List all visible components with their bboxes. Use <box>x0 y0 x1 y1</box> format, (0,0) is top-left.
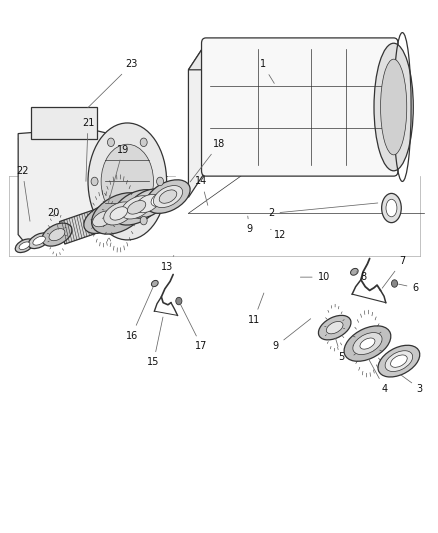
Text: 22: 22 <box>16 166 30 221</box>
Text: 23: 23 <box>88 60 138 108</box>
Ellipse shape <box>318 316 351 340</box>
Polygon shape <box>18 128 132 245</box>
Ellipse shape <box>326 321 343 334</box>
Ellipse shape <box>386 199 397 217</box>
Text: 14: 14 <box>195 176 208 205</box>
Ellipse shape <box>101 144 153 219</box>
Text: 15: 15 <box>147 317 163 367</box>
Text: 6: 6 <box>399 283 419 293</box>
Ellipse shape <box>49 229 65 241</box>
Ellipse shape <box>381 59 407 155</box>
Ellipse shape <box>381 193 401 223</box>
Text: 21: 21 <box>82 118 94 181</box>
Text: 5: 5 <box>336 338 344 362</box>
Ellipse shape <box>153 185 183 207</box>
Text: 3: 3 <box>400 375 423 394</box>
Ellipse shape <box>391 355 407 367</box>
FancyBboxPatch shape <box>201 38 398 176</box>
Circle shape <box>392 280 398 287</box>
Text: 9: 9 <box>273 319 311 351</box>
Ellipse shape <box>28 233 50 248</box>
Ellipse shape <box>350 269 358 275</box>
Text: 1: 1 <box>260 60 274 83</box>
Ellipse shape <box>88 123 166 240</box>
Ellipse shape <box>136 195 160 213</box>
Ellipse shape <box>385 351 413 372</box>
Ellipse shape <box>113 190 160 225</box>
Ellipse shape <box>92 193 146 234</box>
Ellipse shape <box>92 211 113 227</box>
Circle shape <box>140 216 147 225</box>
Ellipse shape <box>353 333 382 354</box>
Circle shape <box>156 177 163 185</box>
Ellipse shape <box>104 202 134 225</box>
Circle shape <box>140 138 147 147</box>
Ellipse shape <box>151 192 170 206</box>
Text: 10: 10 <box>300 272 330 282</box>
Text: 13: 13 <box>160 255 174 271</box>
Text: 17: 17 <box>180 303 208 351</box>
Text: 18: 18 <box>190 139 225 182</box>
Text: 7: 7 <box>382 256 406 288</box>
Ellipse shape <box>152 280 158 287</box>
Circle shape <box>107 138 114 147</box>
Text: 2: 2 <box>268 203 378 219</box>
Ellipse shape <box>146 180 190 213</box>
Polygon shape <box>31 107 97 139</box>
Ellipse shape <box>84 204 122 233</box>
Ellipse shape <box>360 338 375 349</box>
Ellipse shape <box>374 43 413 171</box>
Ellipse shape <box>159 190 177 203</box>
Ellipse shape <box>344 326 391 361</box>
Polygon shape <box>188 43 206 197</box>
Text: 20: 20 <box>47 208 59 229</box>
Ellipse shape <box>33 236 46 245</box>
Ellipse shape <box>127 200 146 214</box>
Polygon shape <box>188 43 394 70</box>
Circle shape <box>91 177 98 185</box>
Ellipse shape <box>145 187 177 212</box>
Ellipse shape <box>15 239 34 253</box>
Ellipse shape <box>378 345 420 377</box>
Text: 11: 11 <box>248 293 264 325</box>
Circle shape <box>107 216 114 225</box>
Ellipse shape <box>42 223 72 246</box>
Text: 16: 16 <box>126 287 153 341</box>
Ellipse shape <box>121 196 152 219</box>
Circle shape <box>176 297 182 305</box>
Ellipse shape <box>110 207 127 220</box>
Text: 12: 12 <box>271 229 286 240</box>
Ellipse shape <box>128 189 167 218</box>
Text: 9: 9 <box>247 216 253 235</box>
Polygon shape <box>60 193 146 244</box>
Text: 4: 4 <box>369 359 388 394</box>
Text: 8: 8 <box>357 272 366 282</box>
Text: 19: 19 <box>108 144 129 203</box>
Ellipse shape <box>19 242 30 249</box>
